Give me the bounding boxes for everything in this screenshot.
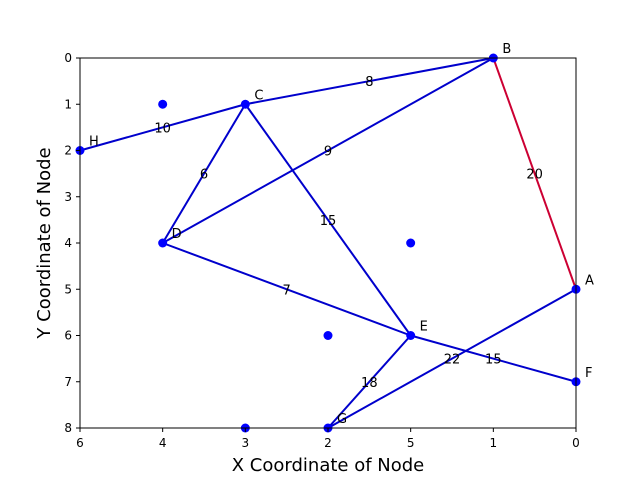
edge-D-B bbox=[162, 57, 494, 244]
edge-weight-label: 15 bbox=[485, 353, 502, 368]
x-axis-ticks: 6 4 3 2 5 1 0 bbox=[76, 428, 580, 450]
edges-layer bbox=[79, 57, 577, 429]
y-tick-label: 2 bbox=[64, 144, 72, 158]
y-tick-label: 8 bbox=[64, 421, 72, 435]
edge-H-C bbox=[79, 103, 246, 152]
edge-weight-label: 20 bbox=[526, 168, 543, 183]
points-layer bbox=[75, 53, 581, 433]
y-tick-label: 4 bbox=[64, 236, 72, 250]
edge-weight-label: 6 bbox=[200, 168, 208, 183]
edge-E-D bbox=[162, 242, 412, 337]
edge-C-B bbox=[245, 57, 494, 106]
node-point-E bbox=[406, 331, 416, 340]
edge-B-A bbox=[492, 57, 577, 290]
node-label-H: H bbox=[89, 135, 99, 150]
x-tick-label: 0 bbox=[572, 436, 580, 450]
node-label-G: G bbox=[337, 412, 347, 427]
edge-labels-layer: 8 10 6 15 9 20 7 18 15 22 bbox=[154, 75, 543, 391]
y-tick-label: 1 bbox=[64, 97, 72, 111]
edge-weight-label: 7 bbox=[283, 283, 291, 298]
plot-frame bbox=[79, 57, 577, 429]
x-tick-label: 6 bbox=[76, 436, 84, 450]
node-label-D: D bbox=[172, 227, 182, 242]
edge-G-E bbox=[327, 334, 412, 429]
x-axis-title: X Coordinate of Node bbox=[232, 455, 425, 476]
data-point bbox=[158, 99, 168, 109]
node-label-C: C bbox=[254, 88, 263, 103]
edge-G-A bbox=[327, 288, 577, 429]
node-label-E: E bbox=[420, 320, 428, 335]
edge-weight-label: 10 bbox=[154, 121, 171, 136]
node-point-C bbox=[240, 99, 250, 109]
node-labels-layer: A B C D E F G H bbox=[89, 42, 594, 427]
edge-weight-label: 15 bbox=[320, 214, 337, 229]
y-axis-title: Y Coordinate of Node bbox=[34, 147, 55, 339]
y-tick-label: 3 bbox=[64, 190, 72, 204]
node-point-D bbox=[158, 238, 168, 248]
edge-weight-label: 18 bbox=[361, 376, 378, 391]
data-point bbox=[323, 331, 333, 340]
x-tick-label: 2 bbox=[324, 436, 332, 450]
edge-C-E bbox=[244, 103, 412, 337]
x-tick-label: 3 bbox=[242, 436, 250, 450]
edge-weight-label: 9 bbox=[324, 145, 332, 160]
x-tick-label: 1 bbox=[490, 436, 498, 450]
x-tick-label: 4 bbox=[159, 436, 167, 450]
edge-E-F bbox=[410, 334, 577, 383]
y-axis-ticks: 0 1 2 3 4 5 6 7 8 bbox=[64, 51, 80, 435]
node-label-A: A bbox=[585, 273, 594, 288]
edge-weight-label: 22 bbox=[444, 353, 461, 368]
edge-C-D bbox=[161, 103, 247, 244]
x-tick-label: 5 bbox=[407, 436, 415, 450]
y-tick-label: 5 bbox=[64, 282, 72, 296]
edge-weight-label: 8 bbox=[365, 75, 373, 90]
y-tick-label: 7 bbox=[64, 375, 72, 389]
node-label-F: F bbox=[585, 366, 592, 381]
y-tick-label: 6 bbox=[64, 329, 72, 343]
node-label-B: B bbox=[502, 42, 511, 57]
data-point bbox=[406, 238, 416, 248]
y-tick-label: 0 bbox=[64, 51, 72, 65]
